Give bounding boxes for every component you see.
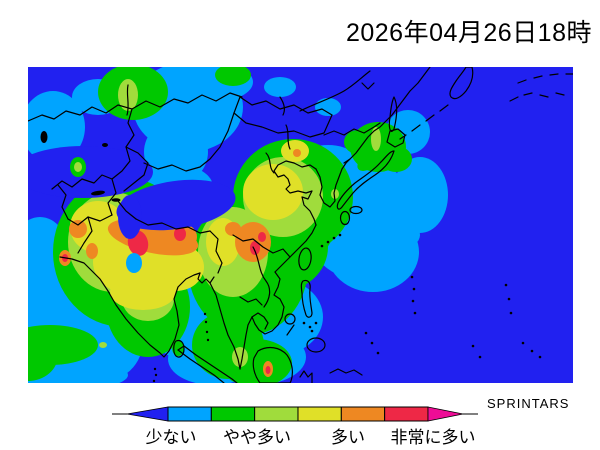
- island-dots-layer: [40, 131, 542, 383]
- legend-label-somewhat-high: やや多い: [223, 428, 291, 447]
- legend-colorbar: [112, 406, 478, 422]
- legend-label-very-high: 非常に多い: [390, 428, 476, 447]
- legend-segment-3: [254, 406, 299, 422]
- legend-arrow-left: [126, 406, 169, 422]
- accent-spots-layer: [70, 157, 142, 273]
- aerosol-map-svg: [0, 62, 574, 391]
- forecast-datetime-title: 2026年04月26日18時: [345, 19, 592, 47]
- legend-label-high: 多い: [331, 428, 365, 447]
- legend-segment-1: [167, 406, 212, 422]
- sprintars-credit: SPRINTARS: [487, 396, 570, 411]
- legend-arrow-right: [427, 406, 464, 422]
- coastline-layer: [27, 66, 574, 384]
- legend-segment-4: [297, 406, 342, 422]
- legend-segment-6: [384, 406, 429, 422]
- legend-segment-2: [210, 406, 256, 422]
- aerosol-map: [0, 62, 574, 391]
- legend-segment-5: [340, 406, 386, 422]
- legend-label-low: 少ない: [145, 428, 197, 447]
